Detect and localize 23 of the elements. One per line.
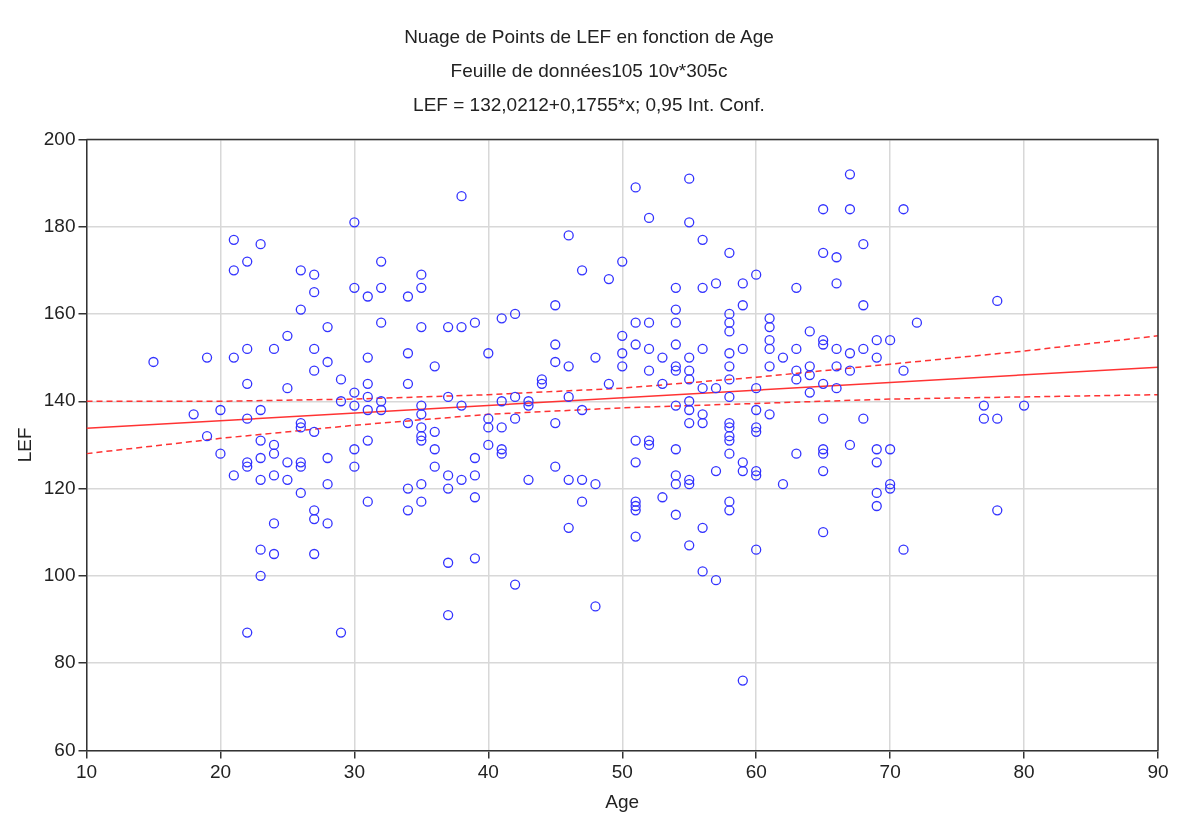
x-tick-label: 10 [75, 761, 98, 783]
x-tick-label: 30 [343, 761, 365, 783]
line-series [86, 393, 1158, 455]
x-tick-label: 90 [1147, 761, 1169, 783]
x-tick-label: 40 [477, 761, 499, 783]
y-tick-label: 60 [54, 738, 76, 760]
y-tick-label: 100 [43, 564, 76, 586]
y-tick-label: 80 [54, 651, 76, 673]
y-tick-label: 200 [43, 127, 76, 149]
x-tick-label: 20 [209, 761, 232, 783]
x-tick-label: 80 [1013, 761, 1035, 783]
chart-title: Nuage de Points de LEF en fonction de Age [403, 25, 775, 49]
y-tick-label: 120 [43, 476, 76, 498]
x-tick-label: 50 [611, 761, 633, 783]
chart-subtitle: Feuille de données105 10v*305c [449, 59, 729, 83]
x-tick-label: 70 [879, 761, 901, 783]
text: LEF = 132,0212+0,1755*x; 0,95 Int. Conf. [412, 93, 766, 117]
y-tick-label: 160 [43, 302, 76, 324]
y-tick-label: 180 [43, 214, 76, 236]
y-axis-title: LEF [13, 427, 35, 463]
x-axis-title: Age [605, 790, 640, 812]
x-tick-label: 60 [745, 761, 767, 783]
y-tick-label: 140 [43, 389, 76, 411]
